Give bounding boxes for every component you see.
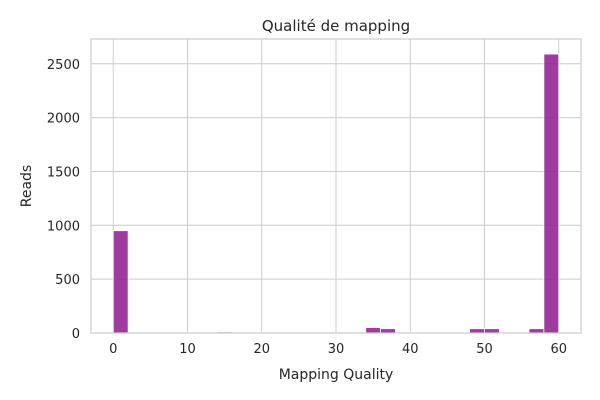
x-axis-label: Mapping Quality [279, 367, 394, 383]
x-tick-label: 40 [402, 342, 419, 357]
y-tick-label: 1500 [47, 165, 80, 180]
histogram-bar [543, 53, 560, 334]
x-tick-label: 20 [253, 342, 270, 357]
histogram-bar [484, 328, 500, 334]
histogram-bar [469, 328, 485, 334]
x-tick-label: 50 [476, 342, 493, 357]
histogram-bar [528, 328, 545, 334]
y-tick-label: 2000 [47, 112, 80, 127]
x-tick-label: 0 [109, 342, 117, 357]
chart-title: Qualité de mapping [262, 17, 410, 35]
y-tick-label: 2500 [47, 58, 80, 73]
y-tick-label: 500 [55, 273, 80, 288]
x-tick-label: 60 [550, 342, 567, 357]
histogram-bar [380, 328, 396, 334]
ticks-layer: 0 10 20 30 40 50 60 0 500 1000 1500 2000 2500 [47, 58, 567, 357]
y-tick-label: 1000 [47, 219, 80, 234]
x-tick-label: 10 [179, 342, 196, 357]
histogram-bar [365, 327, 381, 334]
x-tick-label: 30 [328, 342, 345, 357]
histogram-bar [112, 230, 129, 334]
grid-layer [91, 39, 581, 334]
y-axis-label: Reads [19, 165, 35, 207]
y-tick-label: 0 [72, 327, 80, 342]
plot-frame [90, 38, 582, 334]
